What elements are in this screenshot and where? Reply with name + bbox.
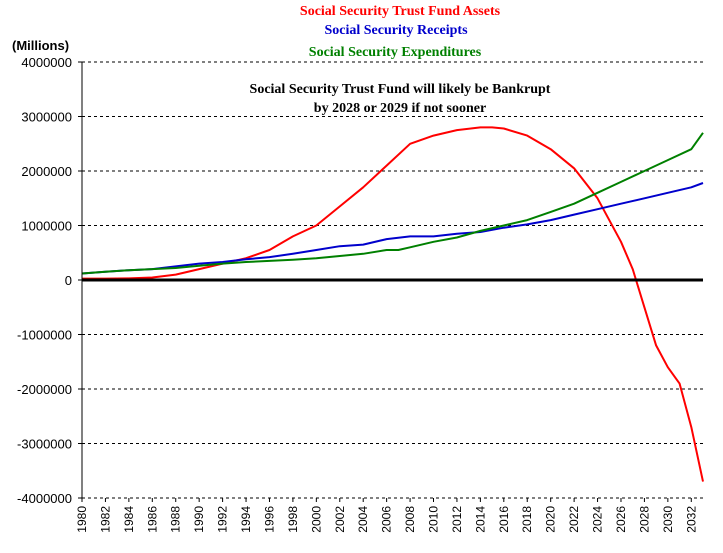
x-tick-label: 1980 [75, 506, 89, 533]
x-tick-label: 1994 [239, 506, 253, 533]
x-tick-label: 1996 [262, 506, 276, 533]
y-axis-ticks: 4000000 3000000 2000000 1000000 0 -1000000 -20… [17, 55, 82, 506]
x-tick-label: 2002 [333, 506, 347, 533]
series-line-2 [81, 132, 704, 275]
x-tick-label: 2018 [520, 506, 534, 533]
x-tick-label: 2016 [497, 506, 511, 533]
series-lines [81, 126, 704, 482]
x-tick-label: 2006 [380, 506, 394, 533]
x-tick-label: 2026 [614, 506, 628, 533]
gridlines [82, 61, 703, 499]
y-tick-label: -4000000 [17, 491, 72, 506]
y-tick-label: 1000000 [21, 219, 72, 234]
legend-receipts: Social Security Receipts [324, 23, 468, 38]
x-tick-label: 1992 [216, 506, 230, 533]
y-axis-label: (Millions) [12, 38, 70, 53]
x-tick-label: 2032 [684, 506, 698, 533]
y-tick-label: 3000000 [21, 110, 72, 125]
x-tick-label: 2004 [356, 506, 370, 533]
series-line-1 [81, 182, 704, 275]
y-tick-label: -2000000 [17, 382, 72, 397]
y-tick-label: -1000000 [17, 328, 72, 343]
x-tick-label: 2008 [403, 506, 417, 533]
x-tick-label: 2022 [567, 506, 581, 533]
x-tick-label: 1998 [286, 506, 300, 533]
annotation-line-2: by 2028 or 2029 if not sooner [313, 101, 487, 116]
x-tick-label: 2030 [661, 506, 675, 533]
x-tick-label: 1984 [122, 506, 136, 533]
legend-trust-fund-assets: Social Security Trust Fund Assets [299, 4, 501, 19]
legend-expenditures: Social Security Expenditures [308, 45, 482, 60]
x-axis-ticks: 1980 1982 1984 1986 1988 1990 1992 1994 1996 1998… [75, 498, 698, 533]
x-tick-label: 1988 [169, 506, 183, 533]
x-tick-label: 1986 [145, 506, 159, 533]
x-tick-label: 2014 [473, 506, 487, 533]
x-tick-label: 2024 [591, 506, 605, 533]
x-tick-label: 1982 [98, 506, 112, 533]
series-line-0 [82, 126, 704, 482]
annotation-line-1: Social Security Trust Fund will likely b… [249, 82, 551, 97]
x-tick-label: 1990 [192, 506, 206, 533]
y-tick-label: -3000000 [17, 437, 72, 452]
x-tick-label: 2010 [427, 506, 441, 533]
x-tick-label: 2000 [309, 506, 323, 533]
x-tick-label: 2028 [637, 506, 651, 533]
y-tick-label: 4000000 [21, 55, 72, 70]
x-tick-label: 2012 [450, 506, 464, 533]
y-tick-label: 2000000 [21, 164, 72, 179]
chart-annotation: Social Security Trust Fund will likely b… [250, 80, 551, 118]
x-tick-label: 2020 [544, 506, 558, 533]
y-tick-label: 0 [65, 273, 72, 288]
axes [81, 62, 703, 498]
